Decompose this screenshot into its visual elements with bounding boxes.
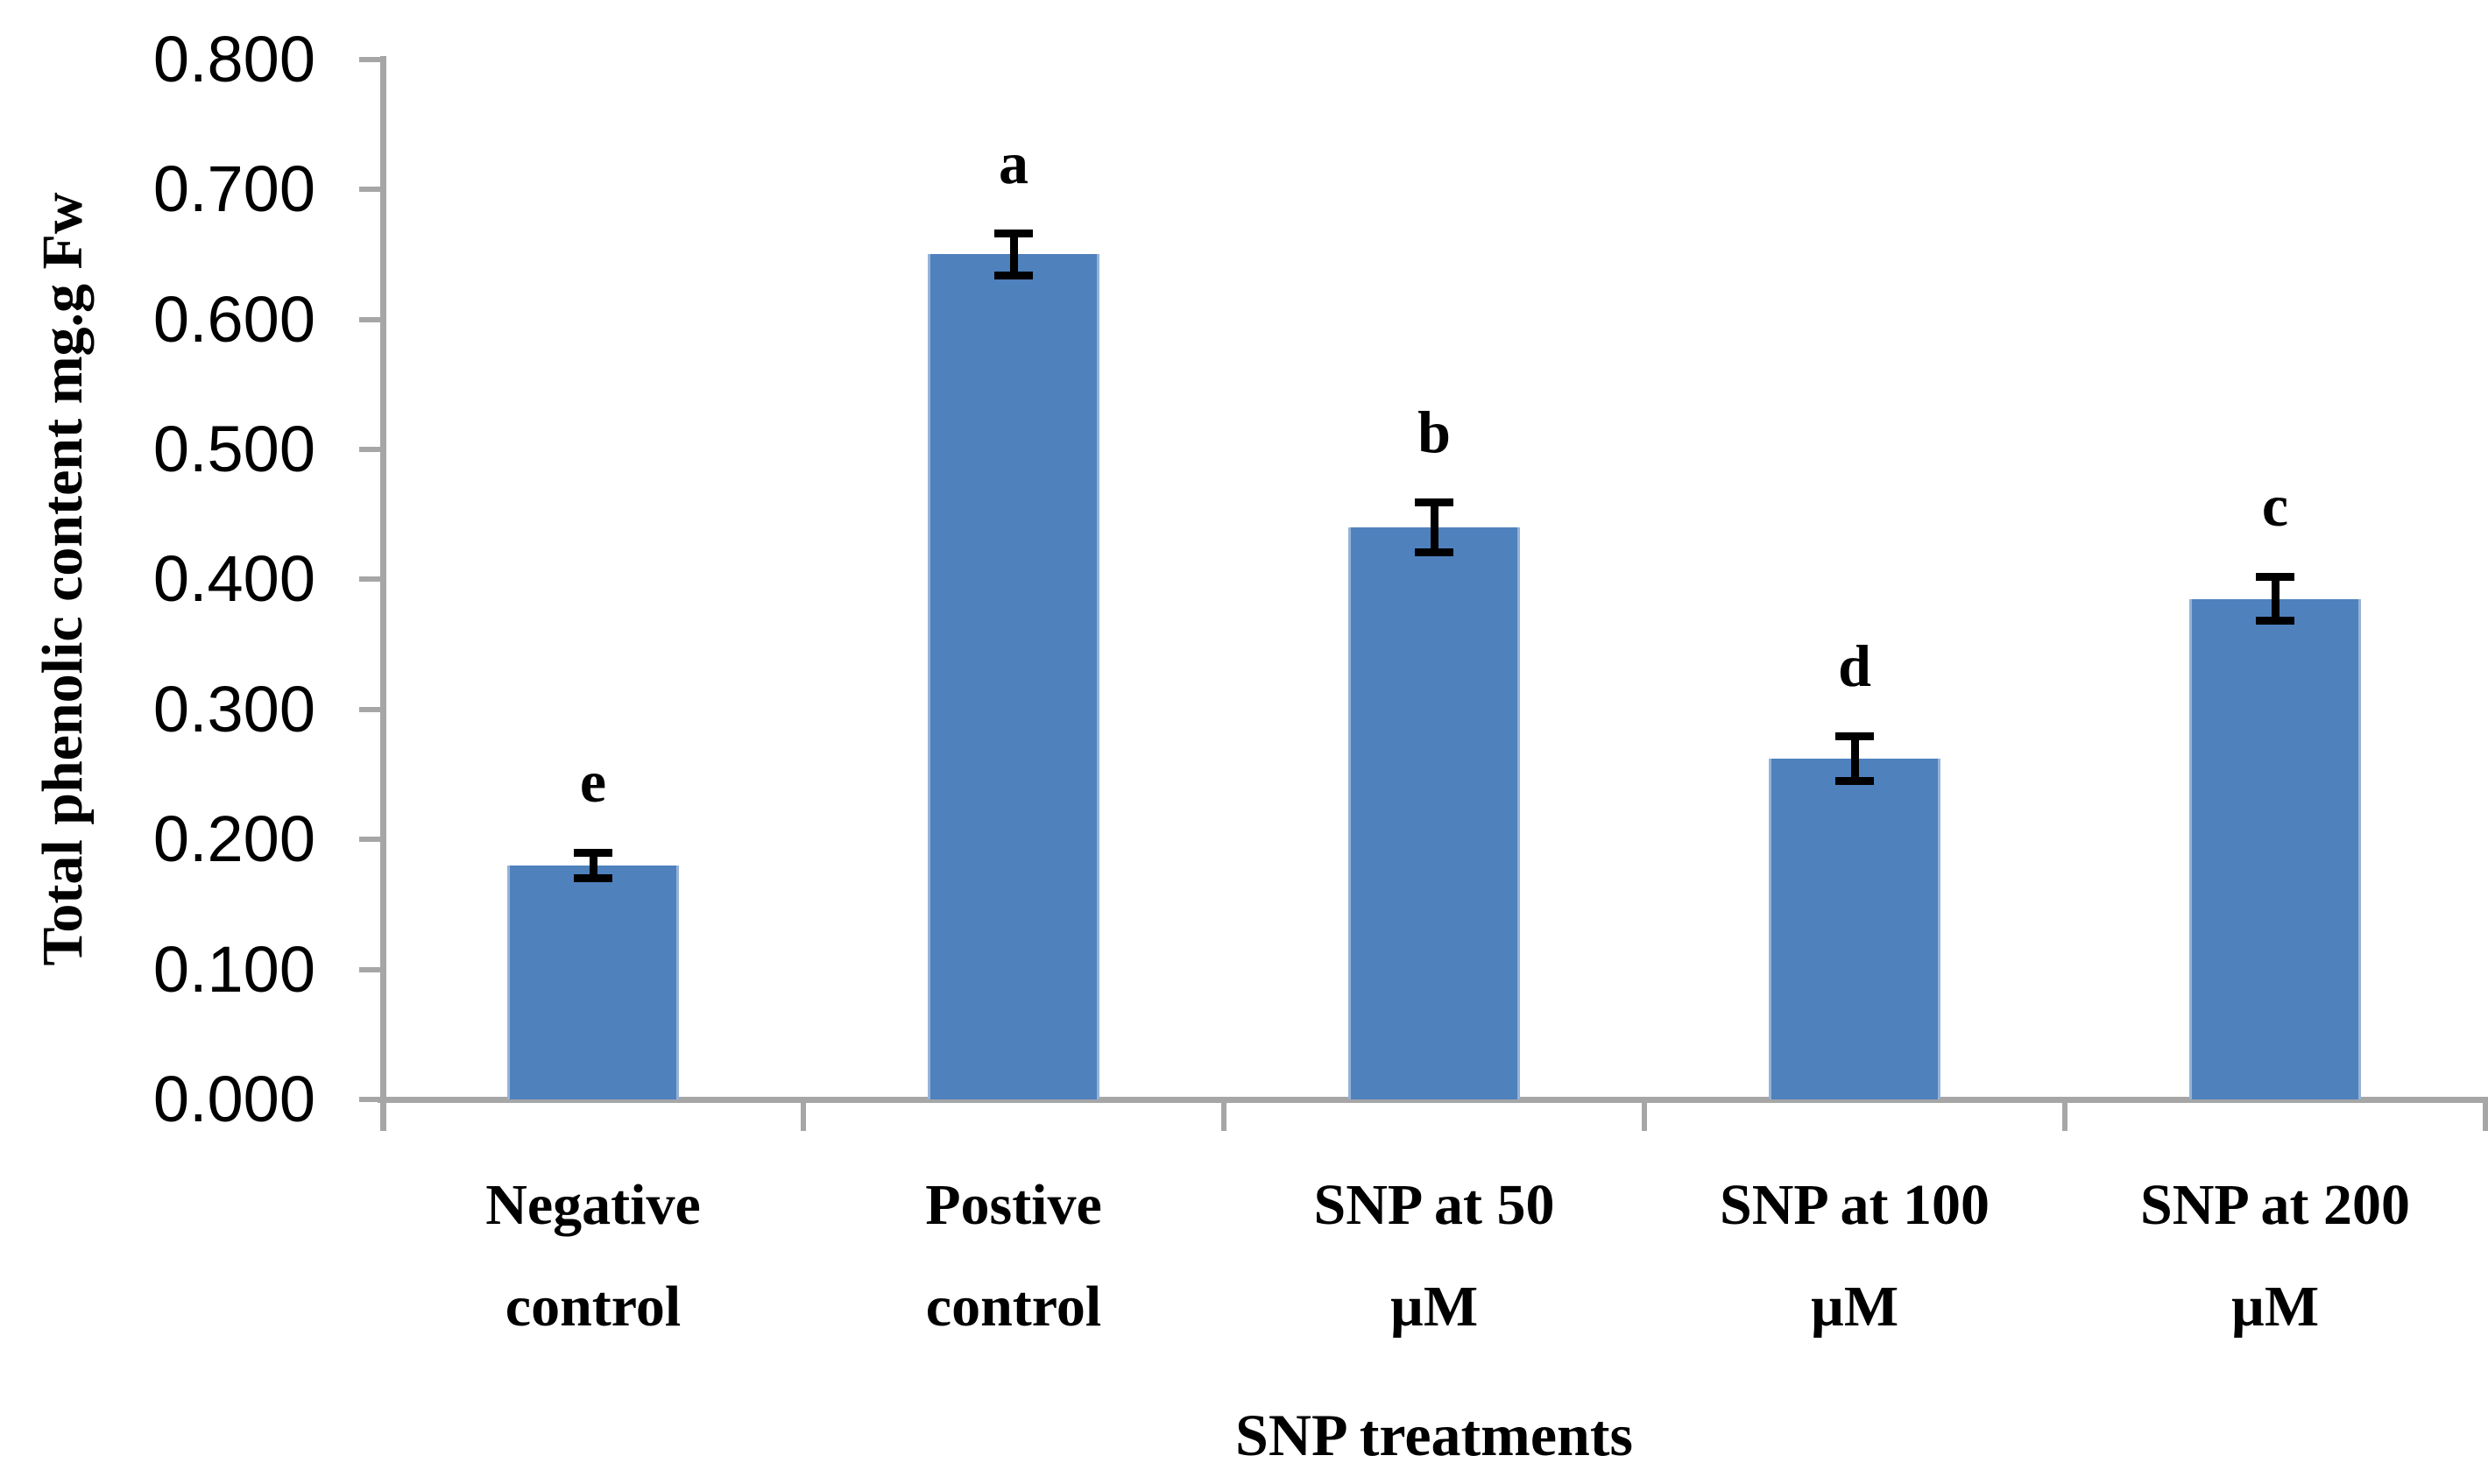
- y-tick-label: 0.600: [152, 282, 315, 356]
- error-bar-top-cap: [2256, 572, 2294, 581]
- x-tick: [2483, 1099, 2488, 1131]
- error-bar-bottom-cap: [994, 271, 1033, 279]
- significance-letter: a: [999, 129, 1028, 196]
- category-label-snp-at-200-m: SNP at 200 µM: [2139, 1173, 2411, 1339]
- y-tick-label: 0.200: [152, 802, 315, 876]
- y-tick-label: 0.100: [152, 932, 315, 1006]
- error-bar-top-cap: [574, 848, 612, 857]
- y-tick: [359, 1097, 383, 1102]
- y-tick: [359, 576, 383, 583]
- y-tick: [359, 447, 383, 452]
- category-labels-row: Negative control Postive control SNP at 50 µM…: [383, 1155, 2485, 1358]
- y-tick: [359, 187, 383, 193]
- y-tick: [359, 706, 383, 712]
- error-bar-bottom-cap: [1415, 548, 1453, 556]
- bar-negative-control: [507, 865, 679, 1099]
- x-axis-title: SNP treatments: [1235, 1402, 1633, 1468]
- y-tick-label: 0.300: [152, 672, 315, 746]
- error-bar-top-cap: [994, 230, 1033, 238]
- bar-snp-at-200-m: [2189, 598, 2361, 1099]
- significance-letter: e: [579, 748, 607, 816]
- bar-snp-at-50-m: [1348, 527, 1520, 1099]
- error-bar-top-cap: [1415, 498, 1453, 507]
- y-tick-label: 0.000: [152, 1063, 315, 1135]
- category-label-snp-at-100-m: SNP at 100 µM: [1719, 1173, 1990, 1339]
- significance-letter: b: [1417, 398, 1451, 465]
- y-tick-label: 0.500: [152, 413, 315, 485]
- error-bar-bottom-cap: [574, 874, 612, 883]
- error-bar-line: [1850, 736, 1859, 781]
- x-axis-line: [378, 1097, 2488, 1103]
- x-tick: [801, 1099, 806, 1131]
- y-tick-label: 0.400: [152, 542, 315, 616]
- bar-snp-at-100-m: [1769, 759, 1940, 1099]
- error-bar-bottom-cap: [2256, 617, 2294, 625]
- y-axis-line: [380, 56, 386, 1131]
- category-label-negative-control: Negative control: [485, 1173, 701, 1339]
- category-label-postive-control: Postive control: [925, 1173, 1102, 1339]
- bar-postive-control: [928, 254, 1099, 1099]
- error-bar-line: [1009, 233, 1018, 276]
- category-label-snp-at-50-m: SNP at 50 µM: [1313, 1173, 1555, 1339]
- x-tick: [2062, 1099, 2067, 1131]
- y-tick-label: 0.800: [152, 22, 315, 95]
- error-bar-bottom-cap: [1835, 776, 1874, 785]
- significance-letter: d: [1838, 632, 1871, 699]
- y-tick-label: 0.700: [152, 152, 315, 226]
- y-tick: [359, 966, 383, 972]
- significance-letter: c: [2261, 472, 2289, 540]
- y-tick: [359, 837, 383, 843]
- y-tick: [359, 316, 383, 322]
- error-bar-top-cap: [1835, 732, 1874, 741]
- y-tick: [359, 56, 383, 62]
- error-bar-line: [2271, 576, 2279, 621]
- error-bar-line: [589, 852, 597, 879]
- x-tick: [1221, 1099, 1226, 1131]
- error-bar-line: [1430, 502, 1438, 553]
- x-tick: [1642, 1099, 1647, 1131]
